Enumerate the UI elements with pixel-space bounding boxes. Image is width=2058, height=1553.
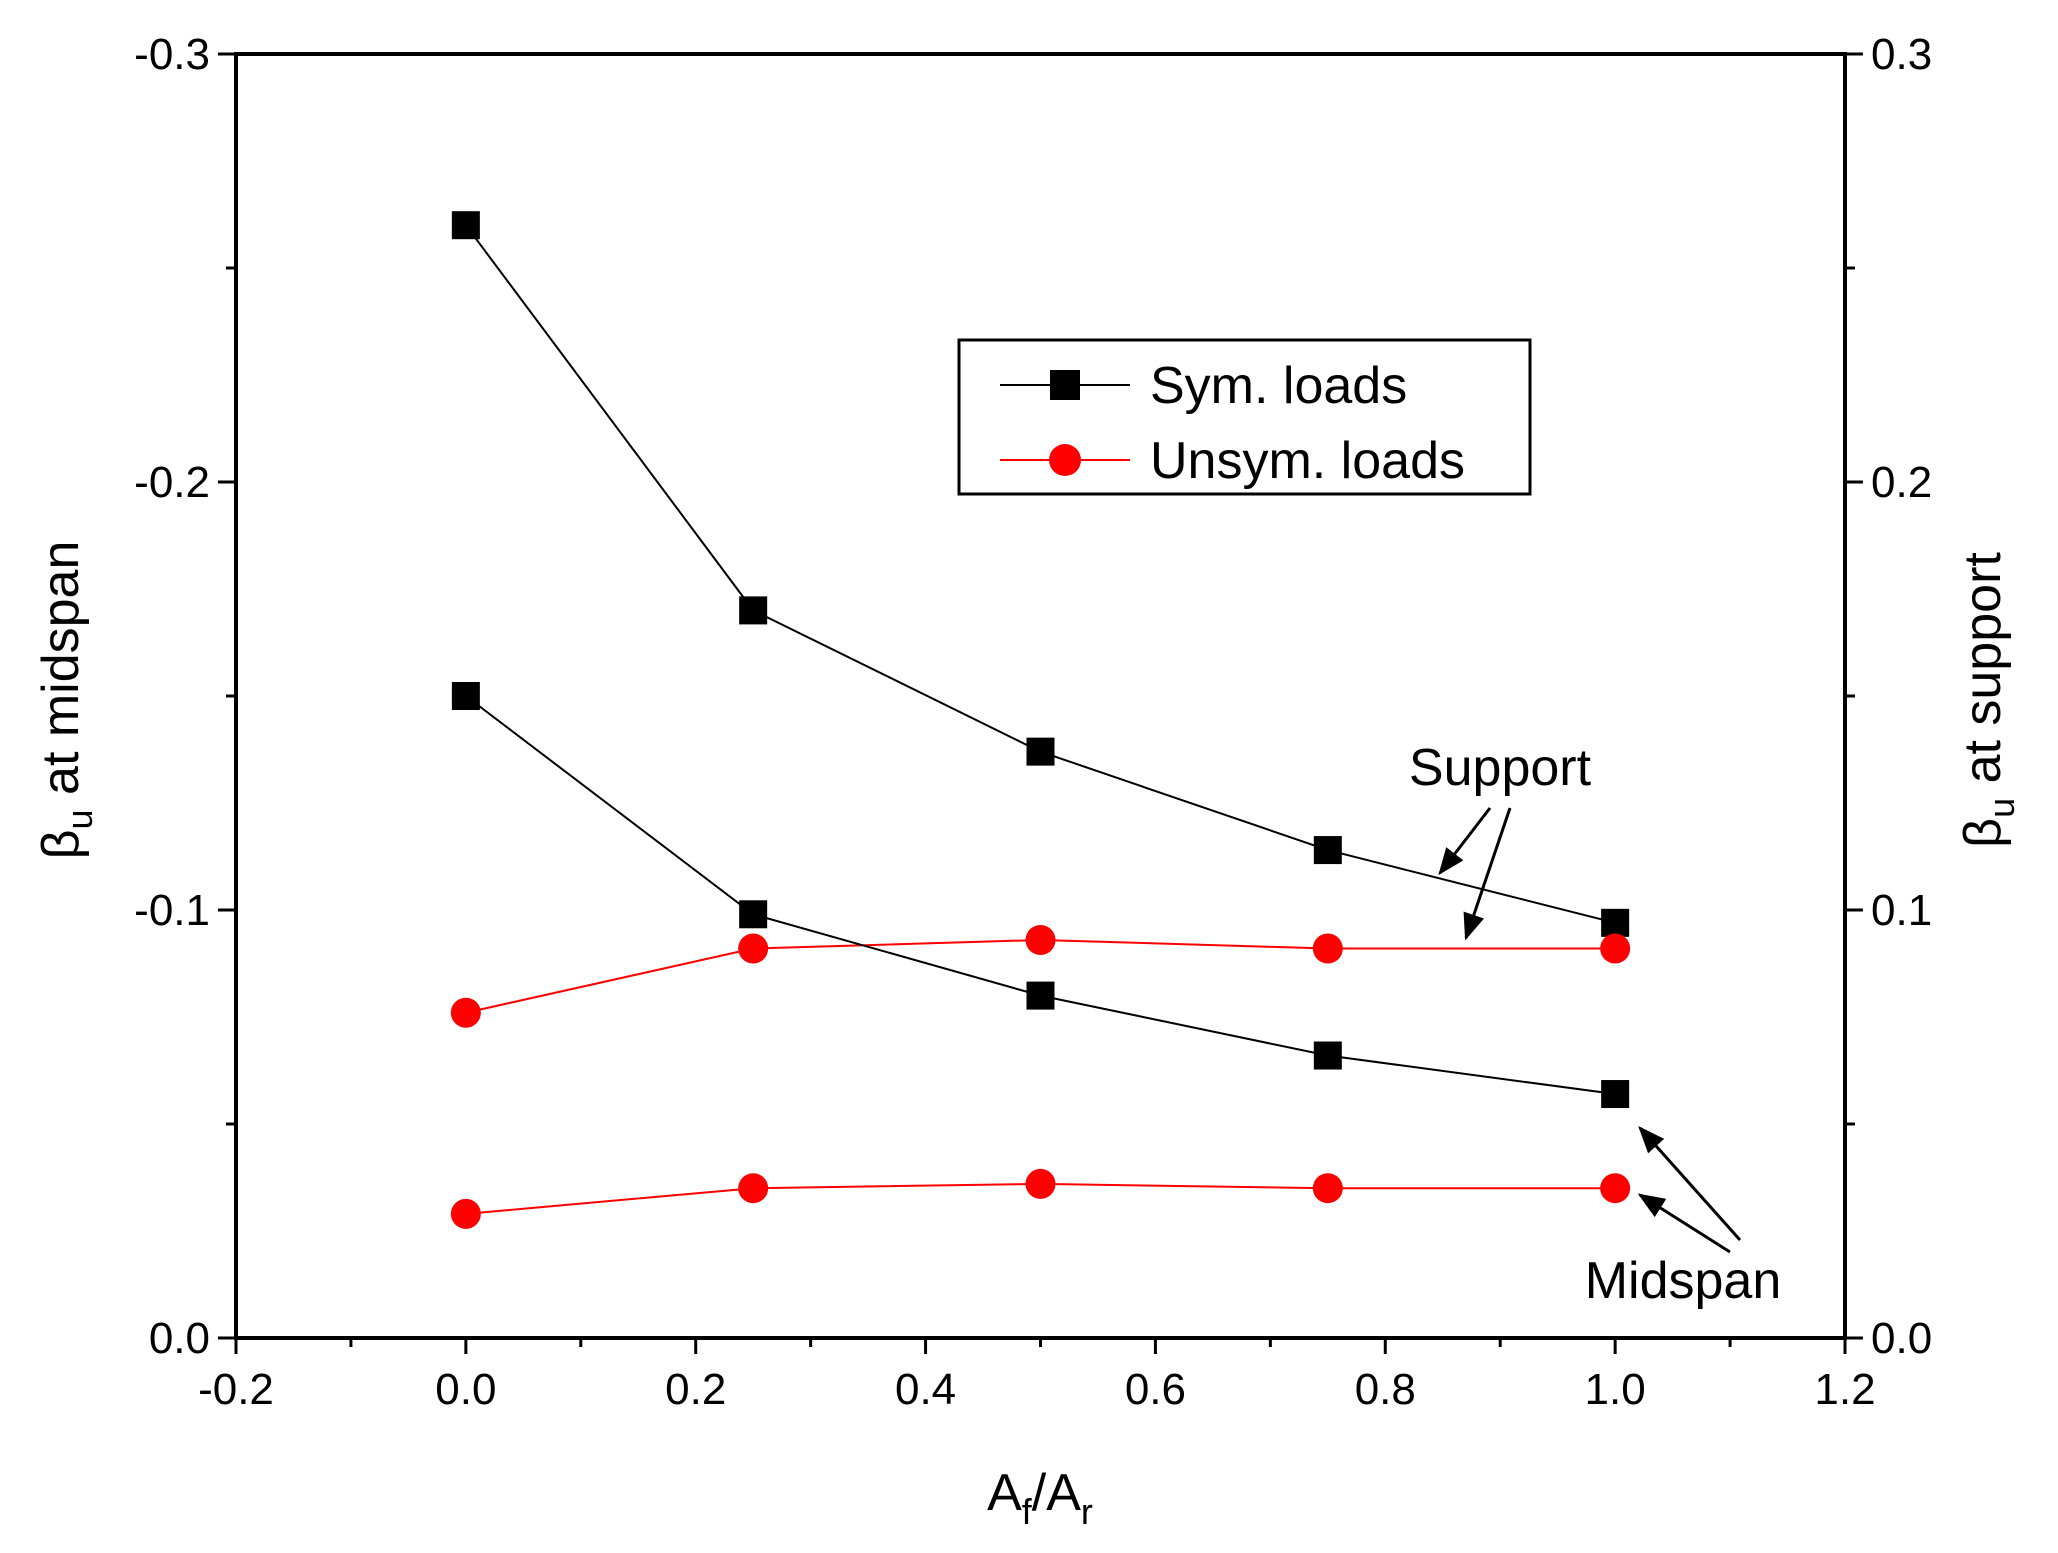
series-midspan-sym <box>451 682 1630 1109</box>
right-y-tick-label: 0.2 <box>1871 458 1932 507</box>
data-point-square <box>1601 908 1630 937</box>
data-point-square <box>1026 737 1055 766</box>
data-point-square <box>451 682 480 710</box>
right-y-tick-label: 0.1 <box>1871 886 1932 935</box>
series-support-unsym <box>450 924 1631 1028</box>
axis-ticks <box>218 52 1863 1354</box>
x-tick-label: 0.4 <box>895 1365 956 1414</box>
right-y-tick-labels: 0.0 0.1 0.2 0.3 <box>1871 30 1932 1363</box>
data-point-circle <box>450 1198 481 1229</box>
x-tick-label: -0.2 <box>198 1365 274 1414</box>
legend: Sym. loads Unsym. loads <box>957 338 1532 496</box>
x-tick-label: 1.2 <box>1814 1365 1875 1414</box>
legend-marker-circle <box>1049 444 1081 476</box>
x-tick-label: 0.0 <box>435 1365 496 1414</box>
left-y-tick-label: 0.0 <box>149 1314 210 1363</box>
left-y-axis-title: βu at midspan <box>32 541 100 860</box>
right-y-tick-label: 0.3 <box>1871 30 1932 79</box>
left-y-tick-label: -0.2 <box>134 458 210 507</box>
data-point-square <box>739 596 768 625</box>
x-tick-label: 0.6 <box>1125 1365 1186 1414</box>
legend-label-sym: Sym. loads <box>1150 357 1407 415</box>
support-arrow-1 <box>1438 807 1492 876</box>
midspan-arrow-1 <box>1638 1125 1742 1241</box>
series-midspan-unsym <box>450 1168 1631 1229</box>
right-y-axis-title: βu at support <box>1954 552 2022 848</box>
x-axis-title: Af/Ar <box>987 1464 1093 1532</box>
x-tick-labels: -0.2 0.0 0.2 0.4 0.6 0.8 1.0 1.2 <box>198 1365 1876 1414</box>
annotation-support: Support <box>1409 739 1592 797</box>
legend-marker-square <box>1050 370 1080 400</box>
support-annotation: Support <box>1409 739 1592 941</box>
data-point-circle <box>1600 933 1631 964</box>
left-y-tick-label: -0.1 <box>134 886 210 935</box>
x-tick-label: 1.0 <box>1585 1365 1646 1414</box>
midspan-annotation: Midspan <box>1585 1125 1782 1310</box>
data-point-circle <box>738 1173 769 1204</box>
x-tick-label: 0.8 <box>1355 1365 1416 1414</box>
annotation-midspan: Midspan <box>1585 1252 1782 1310</box>
series-support-sym <box>451 211 1630 937</box>
support-arrow-2 <box>1463 807 1512 941</box>
x-tick-label: 0.2 <box>665 1365 726 1414</box>
data-point-circle <box>1312 933 1343 964</box>
data-point-circle <box>1025 1168 1056 1199</box>
series-layer <box>450 211 1631 1229</box>
data-point-square <box>1026 981 1055 1010</box>
left-y-tick-label: -0.3 <box>134 30 210 79</box>
right-y-tick-label: 0.0 <box>1871 1314 1932 1363</box>
data-point-square <box>1313 836 1342 865</box>
legend-label-unsym: Unsym. loads <box>1150 432 1465 490</box>
data-point-circle <box>738 933 769 964</box>
data-point-circle <box>450 997 481 1028</box>
midspan-arrow-2 <box>1637 1193 1731 1254</box>
data-point-square <box>1601 1080 1630 1109</box>
data-point-square <box>451 211 480 240</box>
data-point-square <box>1313 1041 1342 1070</box>
left-y-tick-labels: 0.0 -0.1 -0.2 -0.3 <box>134 30 210 1363</box>
data-point-circle <box>1600 1173 1631 1204</box>
data-point-circle <box>1025 924 1056 955</box>
data-point-square <box>739 900 768 929</box>
data-point-circle <box>1312 1173 1343 1204</box>
